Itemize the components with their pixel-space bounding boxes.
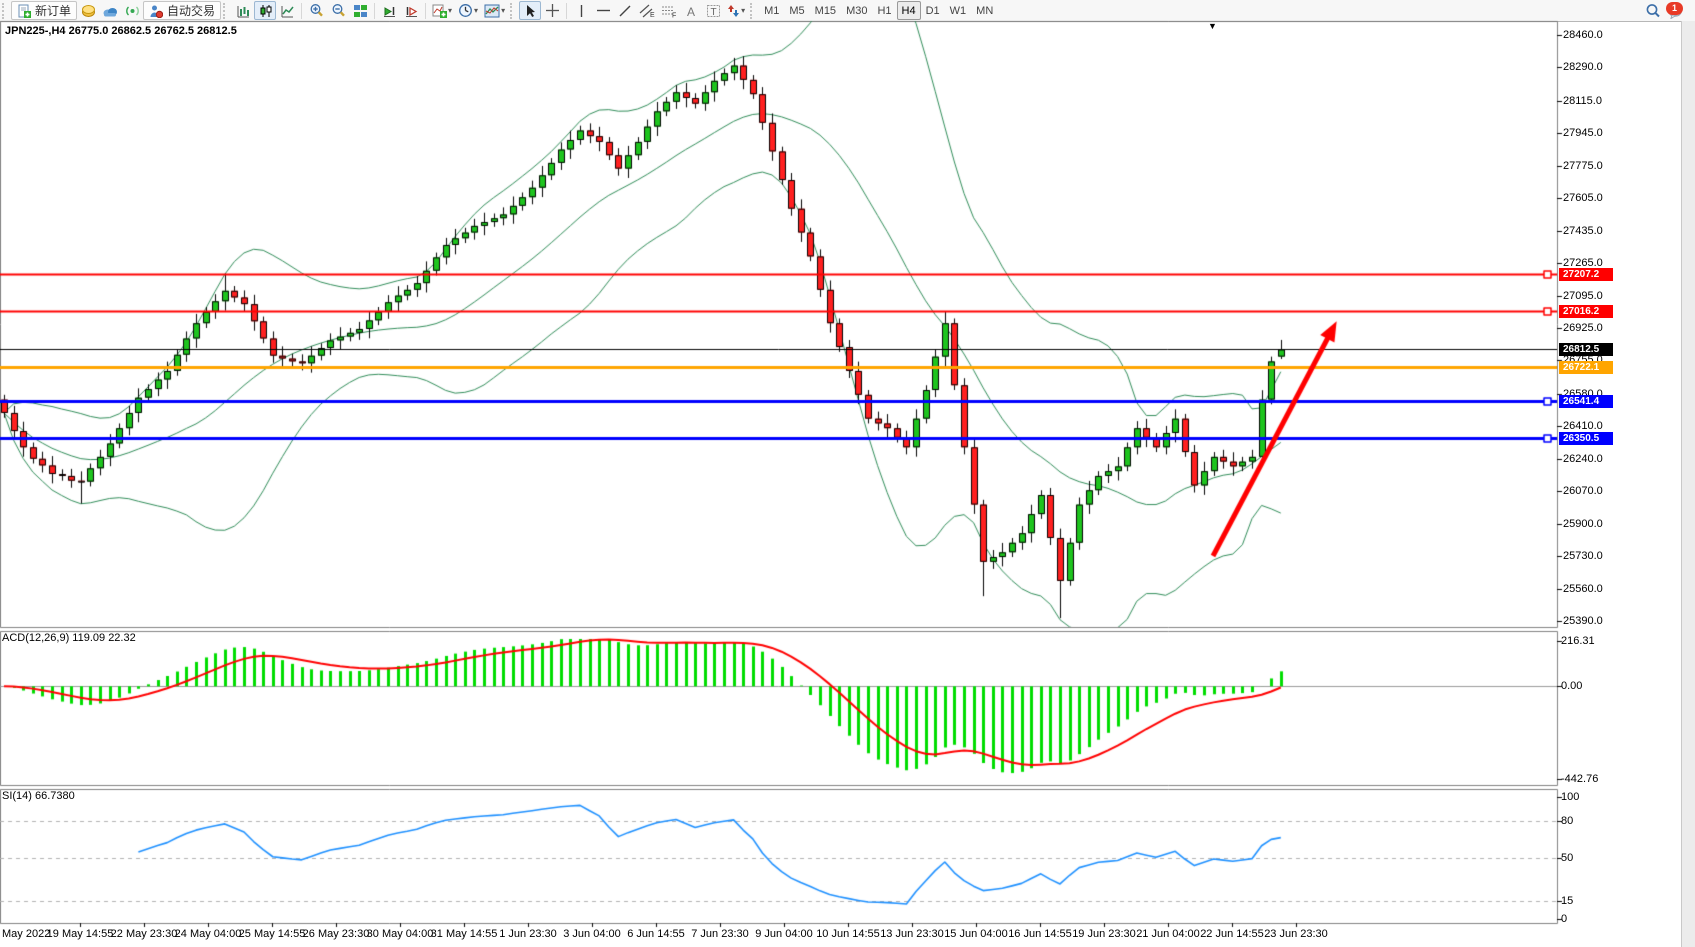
time-axis-label: 31 May 14:55 [430, 928, 498, 940]
rsi-tick-label: 100 [1561, 791, 1580, 803]
price-tick-label: 26925.0 [1563, 322, 1603, 334]
time-axis-label: 22 May 23:30 [110, 928, 178, 940]
macd-tick-label: 0.00 [1561, 680, 1583, 693]
macd-indicator-label: ACD(12,26,9) 119.09 22.32 [2, 632, 136, 644]
price-level-chip: 26812.5 [1559, 342, 1613, 356]
macd-tick-label: 216.31 [1561, 635, 1595, 647]
time-axis-label: 26 May 23:30 [302, 928, 370, 940]
price-tick-label: 26410.0 [1563, 420, 1603, 433]
time-axis-label: 9 Jun 04:00 [755, 928, 813, 940]
price-tick-label: 28115.0 [1563, 94, 1602, 107]
rsi-tick-label: 15 [1561, 894, 1574, 907]
time-axis-label: 30 May 04:00 [366, 928, 434, 940]
price-tick-label: 25900.0 [1563, 517, 1603, 530]
time-axis-label: 24 May 04:00 [174, 928, 242, 940]
time-axis-label: 6 Jun 14:55 [627, 928, 685, 940]
time-axis-label: May 2022 [2, 928, 51, 940]
time-axis-label: 1 Jun 23:30 [499, 928, 557, 940]
price-tick-label: 27605.0 [1563, 192, 1603, 205]
macd-tick-label: -442.76 [1561, 773, 1599, 785]
price-tick-label: 26070.0 [1563, 485, 1603, 498]
price-level-chip: 27207.2 [1559, 267, 1613, 281]
time-axis-label: 21 Jun 04:00 [1136, 928, 1200, 940]
time-axis-label: 19 Jun 23:30 [1072, 928, 1136, 940]
time-axis-label: 15 Jun 04:00 [944, 928, 1008, 940]
time-axis-label: 19 May 14:55 [46, 928, 114, 940]
price-level-chip: 26541.4 [1559, 394, 1613, 408]
price-level-chip: 27016.2 [1559, 304, 1613, 318]
price-tick-label: 28460.0 [1563, 29, 1603, 41]
time-axis-label: 25 May 14:55 [238, 928, 306, 940]
price-level-chip: 26350.5 [1559, 431, 1613, 445]
time-axis-label: 16 Jun 14:55 [1008, 928, 1072, 940]
price-tick-label: 27945.0 [1563, 127, 1603, 140]
right-scroll-strip[interactable] [1681, 21, 1695, 947]
price-tick-label: 27435.0 [1563, 224, 1603, 237]
time-axis-label: 22 Jun 14:55 [1200, 928, 1264, 940]
time-axis-label: 10 Jun 14:55 [816, 928, 880, 940]
time-axis-label: 23 Jun 23:30 [1264, 928, 1328, 940]
chart-shift-marker-icon[interactable]: ▼ [1208, 21, 1217, 31]
price-tick-label: 26240.0 [1563, 452, 1603, 465]
price-tick-label: 25730.0 [1563, 550, 1603, 563]
rsi-tick-label: 80 [1561, 815, 1574, 828]
rsi-tick-label: 50 [1561, 852, 1574, 864]
rsi-tick-label: 0 [1561, 913, 1568, 925]
price-tick-label: 25560.0 [1563, 582, 1603, 595]
time-axis-label: 3 Jun 04:00 [563, 928, 621, 940]
price-tick-label: 28290.0 [1563, 61, 1603, 74]
price-tick-label: 27265.0 [1563, 257, 1603, 270]
rsi-indicator-label: SI(14) 66.7380 [2, 790, 75, 802]
price-level-chip: 26722.1 [1559, 360, 1613, 374]
time-axis-label: 13 Jun 23:30 [880, 928, 944, 940]
chart-title: JPN225-,H4 26775.0 26862.5 26762.5 26812… [5, 25, 237, 37]
price-tick-label: 27095.0 [1563, 289, 1603, 302]
price-tick-label: 27775.0 [1563, 159, 1603, 172]
price-tick-label: 25390.0 [1563, 615, 1603, 627]
time-axis-label: 7 Jun 23:30 [691, 928, 749, 940]
